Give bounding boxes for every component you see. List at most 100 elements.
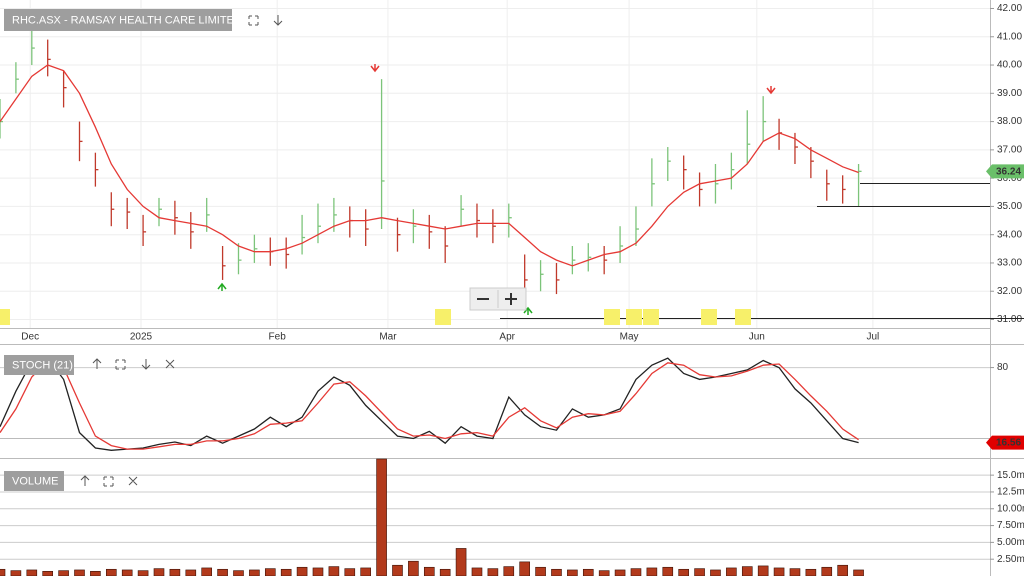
y-tick-label: 37.00 bbox=[997, 145, 1022, 156]
volume-bar bbox=[551, 568, 562, 576]
volume-bar bbox=[773, 567, 785, 576]
volume-bar bbox=[169, 568, 181, 576]
volume-bar bbox=[455, 548, 467, 576]
y-tick-label: 33.00 bbox=[997, 258, 1022, 269]
signal-arrow bbox=[217, 282, 227, 291]
volume-bar bbox=[392, 564, 403, 576]
y-tick-label: 42.00 bbox=[997, 3, 1022, 14]
panel-title: VOLUME bbox=[12, 475, 58, 487]
y-tick-label: 39.00 bbox=[997, 88, 1022, 99]
value-badge bbox=[986, 164, 1024, 179]
volume-bar bbox=[233, 570, 244, 576]
volume-bar bbox=[249, 569, 260, 576]
panel-icons[interactable] bbox=[248, 15, 283, 26]
y-tick-label: 35.00 bbox=[997, 201, 1022, 212]
y-tick-label: 38.00 bbox=[997, 116, 1022, 127]
y-tick-label: 34.00 bbox=[997, 229, 1022, 240]
volume-bar bbox=[0, 568, 6, 576]
volume-bar bbox=[853, 569, 864, 576]
volume-bar bbox=[662, 566, 674, 576]
volume-bar bbox=[678, 568, 689, 576]
volume-bar bbox=[105, 568, 117, 576]
volume-bar bbox=[90, 570, 101, 576]
y-tick-label: 32.00 bbox=[997, 286, 1022, 297]
volume-bar bbox=[344, 568, 356, 576]
volume-bar bbox=[408, 560, 419, 576]
value-badge-label: 36.24 bbox=[996, 166, 1021, 177]
y-tick-label: 12.5m bbox=[997, 487, 1024, 498]
x-tick-label: Mar bbox=[379, 332, 397, 343]
volume-bar bbox=[821, 566, 833, 576]
x-tick-label: May bbox=[620, 332, 639, 343]
volume-bar bbox=[121, 569, 133, 576]
volume-bar bbox=[503, 566, 515, 576]
y-tick-label: 7.50m bbox=[997, 520, 1024, 531]
volume-bar bbox=[137, 570, 149, 576]
volume-bar bbox=[582, 568, 594, 576]
volume-bar bbox=[153, 568, 165, 576]
panel-icons[interactable] bbox=[92, 358, 175, 370]
y-tick-label: 40.00 bbox=[997, 60, 1022, 71]
volume-bar bbox=[710, 569, 721, 576]
volume-bar bbox=[805, 568, 817, 576]
volume-bar bbox=[201, 567, 212, 576]
panel-header bbox=[4, 471, 64, 491]
x-tick-label: Jul bbox=[866, 332, 879, 343]
volume-bar bbox=[264, 568, 276, 576]
y-tick-label: 10.00m bbox=[997, 503, 1024, 514]
panel-header bbox=[4, 9, 232, 31]
volume-bar bbox=[42, 570, 53, 576]
line bbox=[0, 359, 859, 450]
volume-bar bbox=[296, 566, 308, 576]
zoom-controls[interactable] bbox=[469, 287, 527, 311]
volume-bar bbox=[280, 568, 292, 576]
volume-bar bbox=[741, 566, 753, 576]
signal-arrow bbox=[766, 86, 776, 95]
volume-bar bbox=[487, 568, 499, 576]
volume-bar bbox=[26, 569, 38, 576]
panel-header bbox=[4, 355, 74, 375]
volume-bar bbox=[694, 568, 705, 576]
value-badge bbox=[986, 435, 1024, 450]
y-tick-label: 2.50m bbox=[997, 554, 1024, 565]
line bbox=[0, 64, 859, 267]
panel-icons[interactable] bbox=[80, 475, 138, 487]
signal-arrow bbox=[370, 64, 380, 73]
y-tick-label: 15.0m bbox=[997, 470, 1024, 481]
volume-bar bbox=[726, 567, 737, 576]
volume-bar bbox=[598, 570, 610, 576]
panel-title: RHC.ASX - RAMSAY HEALTH CARE LIMITED bbox=[12, 14, 242, 26]
volume-bar bbox=[376, 458, 387, 576]
volume-bar bbox=[646, 567, 658, 576]
panel-title: STOCH (21) bbox=[12, 359, 73, 371]
volume-bar bbox=[10, 570, 22, 576]
volume-bar bbox=[789, 568, 801, 576]
volume-bar bbox=[614, 569, 626, 576]
y-tick-label: 5.00m bbox=[997, 537, 1024, 548]
x-tick-label: Feb bbox=[269, 332, 287, 343]
x-tick-label: 2025 bbox=[130, 332, 153, 343]
note-icons[interactable] bbox=[0, 309, 751, 325]
x-tick-label: Apr bbox=[499, 332, 515, 343]
y-tick-label: 80 bbox=[997, 362, 1009, 373]
signal-arrow bbox=[523, 306, 533, 315]
y-tick-label: 41.00 bbox=[997, 31, 1022, 42]
volume-bar bbox=[519, 561, 530, 576]
volume-bar bbox=[360, 567, 371, 576]
volume-bar bbox=[185, 569, 197, 576]
volume-bar bbox=[217, 568, 228, 576]
volume-bar bbox=[630, 568, 642, 576]
volume-bar bbox=[471, 567, 483, 576]
x-tick-label: Jun bbox=[749, 332, 765, 343]
volume-bar bbox=[439, 568, 451, 576]
volume-bar bbox=[535, 566, 546, 576]
x-tick-label: Dec bbox=[21, 332, 39, 343]
volume-bar bbox=[74, 569, 85, 576]
volume-bar bbox=[757, 565, 769, 576]
volume-bar bbox=[423, 566, 435, 576]
volume-bar bbox=[58, 570, 69, 576]
volume-bar bbox=[312, 567, 324, 576]
value-badge-label: 16.56 bbox=[996, 438, 1021, 449]
